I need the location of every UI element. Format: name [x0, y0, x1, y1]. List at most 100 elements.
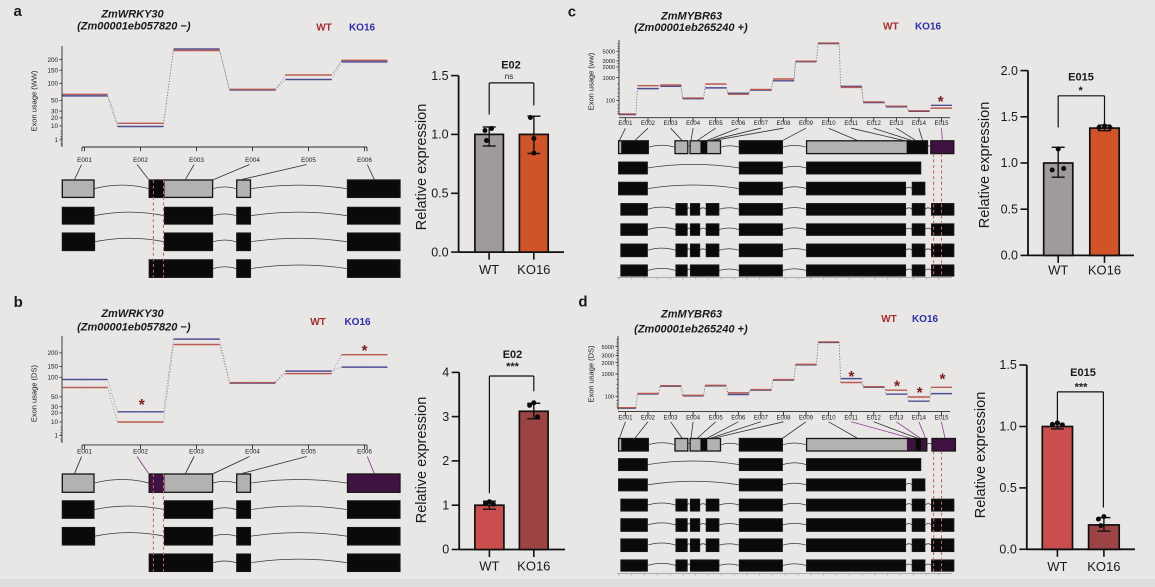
svg-text:E011: E011 — [844, 416, 858, 422]
svg-text:3: 3 — [442, 410, 449, 424]
svg-text:1: 1 — [54, 433, 58, 440]
svg-text:E009: E009 — [799, 416, 814, 422]
svg-text:ZmMYBR63: ZmMYBR63 — [660, 309, 722, 321]
svg-text:E008: E008 — [776, 121, 791, 127]
svg-text:E004: E004 — [245, 449, 260, 456]
svg-text:1000: 1000 — [602, 372, 614, 378]
svg-text:*: * — [1079, 85, 1084, 97]
svg-text:1.5: 1.5 — [1001, 110, 1018, 124]
svg-text:*: * — [917, 385, 924, 402]
svg-text:WT: WT — [1047, 559, 1067, 574]
svg-text:E004: E004 — [686, 416, 701, 422]
svg-text:KO16: KO16 — [912, 314, 939, 325]
svg-text:(Zm00001eb057820 −): (Zm00001eb057820 −) — [77, 322, 191, 334]
svg-text:Relative expression: Relative expression — [414, 104, 430, 231]
svg-text:c: c — [568, 3, 576, 20]
svg-text:Exon usage (DS): Exon usage (DS) — [587, 345, 596, 403]
svg-text:10: 10 — [51, 419, 59, 426]
svg-text:200: 200 — [47, 350, 58, 357]
svg-text:ZmMYBR63: ZmMYBR63 — [660, 11, 722, 23]
svg-text:KO16: KO16 — [517, 558, 550, 573]
svg-text:E014: E014 — [912, 416, 927, 422]
svg-text:Exon usage (ww): Exon usage (ww) — [587, 52, 596, 110]
svg-text:d: d — [578, 294, 587, 311]
svg-text:10: 10 — [51, 123, 59, 130]
svg-text:E001: E001 — [77, 157, 92, 164]
svg-text:KO16: KO16 — [1087, 559, 1120, 574]
svg-text:E003: E003 — [664, 121, 679, 127]
svg-text:(Zm00001eb265240 +): (Zm00001eb265240 +) — [634, 22, 748, 34]
svg-text:4: 4 — [442, 366, 449, 380]
svg-text:100: 100 — [47, 375, 58, 382]
svg-text:KO16: KO16 — [517, 262, 550, 277]
svg-text:KO16: KO16 — [349, 23, 376, 34]
svg-text:0.0: 0.0 — [431, 245, 448, 259]
svg-text:Relative expression: Relative expression — [414, 397, 430, 524]
svg-text:WT: WT — [479, 262, 499, 277]
svg-text:0.0: 0.0 — [999, 543, 1016, 557]
svg-text:2.0: 2.0 — [1001, 64, 1018, 78]
svg-text:KO16: KO16 — [915, 22, 942, 33]
svg-text:E002: E002 — [133, 449, 148, 456]
svg-text:ZmWRKY30: ZmWRKY30 — [100, 308, 164, 320]
svg-text:ns: ns — [505, 72, 513, 81]
svg-text:E001: E001 — [77, 449, 92, 456]
svg-text:150: 150 — [47, 364, 58, 371]
svg-text:30: 30 — [51, 108, 59, 115]
svg-text:5000: 5000 — [603, 50, 615, 56]
svg-text:E005: E005 — [301, 157, 316, 164]
svg-text:0.5: 0.5 — [1001, 202, 1018, 216]
svg-text:*: * — [361, 343, 368, 360]
svg-text:(Zm00001eb265240 +): (Zm00001eb265240 +) — [634, 324, 748, 336]
svg-text:100: 100 — [606, 99, 615, 105]
svg-text:E015: E015 — [934, 416, 949, 422]
svg-text:E008: E008 — [776, 416, 791, 422]
svg-text:E015: E015 — [934, 121, 949, 127]
svg-text:E005: E005 — [301, 449, 316, 456]
svg-text:2000: 2000 — [602, 361, 614, 367]
svg-text:E002: E002 — [641, 416, 656, 422]
svg-text:50: 50 — [51, 394, 59, 401]
svg-text:a: a — [14, 3, 23, 20]
svg-text:E006: E006 — [731, 121, 746, 127]
svg-text:E014: E014 — [912, 121, 927, 127]
svg-text:E006: E006 — [731, 416, 746, 422]
svg-text:100: 100 — [605, 395, 614, 401]
svg-text:E015: E015 — [1068, 72, 1094, 84]
svg-text:E02: E02 — [503, 349, 523, 361]
svg-text:0: 0 — [442, 543, 449, 557]
svg-text:E006: E006 — [357, 449, 372, 456]
svg-text:E005: E005 — [709, 416, 724, 422]
svg-text:b: b — [14, 294, 23, 311]
svg-text:WT: WT — [883, 22, 899, 33]
svg-text:E002: E002 — [641, 121, 656, 127]
svg-text:20: 20 — [51, 115, 59, 122]
svg-text:1.5: 1.5 — [999, 358, 1016, 372]
svg-text:E004: E004 — [245, 157, 260, 164]
svg-text:*: * — [848, 369, 855, 386]
svg-text:E007: E007 — [754, 416, 769, 422]
svg-text:WT: WT — [479, 558, 499, 573]
svg-text:KO16: KO16 — [344, 317, 371, 328]
svg-text:Relative expression: Relative expression — [973, 392, 989, 519]
svg-text:WT: WT — [316, 23, 332, 34]
svg-text:*: * — [938, 94, 945, 111]
svg-text:***: *** — [1075, 382, 1089, 394]
svg-text:(Zm00001eb057820 −): (Zm00001eb057820 −) — [77, 21, 191, 33]
svg-text:E013: E013 — [889, 416, 904, 422]
svg-text:E005: E005 — [709, 121, 724, 127]
svg-text:1.0: 1.0 — [431, 128, 448, 142]
svg-text:WT: WT — [881, 314, 897, 325]
svg-text:*: * — [939, 371, 946, 388]
svg-text:150: 150 — [47, 67, 58, 74]
svg-text:100: 100 — [47, 81, 58, 88]
svg-text:E013: E013 — [889, 121, 904, 127]
svg-text:E012: E012 — [867, 121, 882, 127]
svg-text:0.0: 0.0 — [1001, 249, 1018, 263]
svg-text:1.0: 1.0 — [999, 420, 1016, 434]
svg-text:WT: WT — [310, 317, 326, 328]
svg-text:E015: E015 — [1070, 367, 1096, 379]
svg-text:Exon usage (WW): Exon usage (WW) — [30, 70, 39, 131]
svg-text:0.5: 0.5 — [431, 187, 448, 201]
svg-text:20: 20 — [51, 410, 59, 417]
